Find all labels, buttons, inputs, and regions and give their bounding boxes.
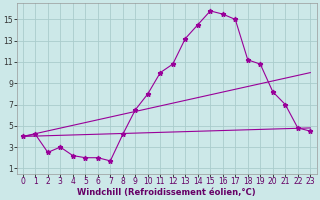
X-axis label: Windchill (Refroidissement éolien,°C): Windchill (Refroidissement éolien,°C) (77, 188, 256, 197)
